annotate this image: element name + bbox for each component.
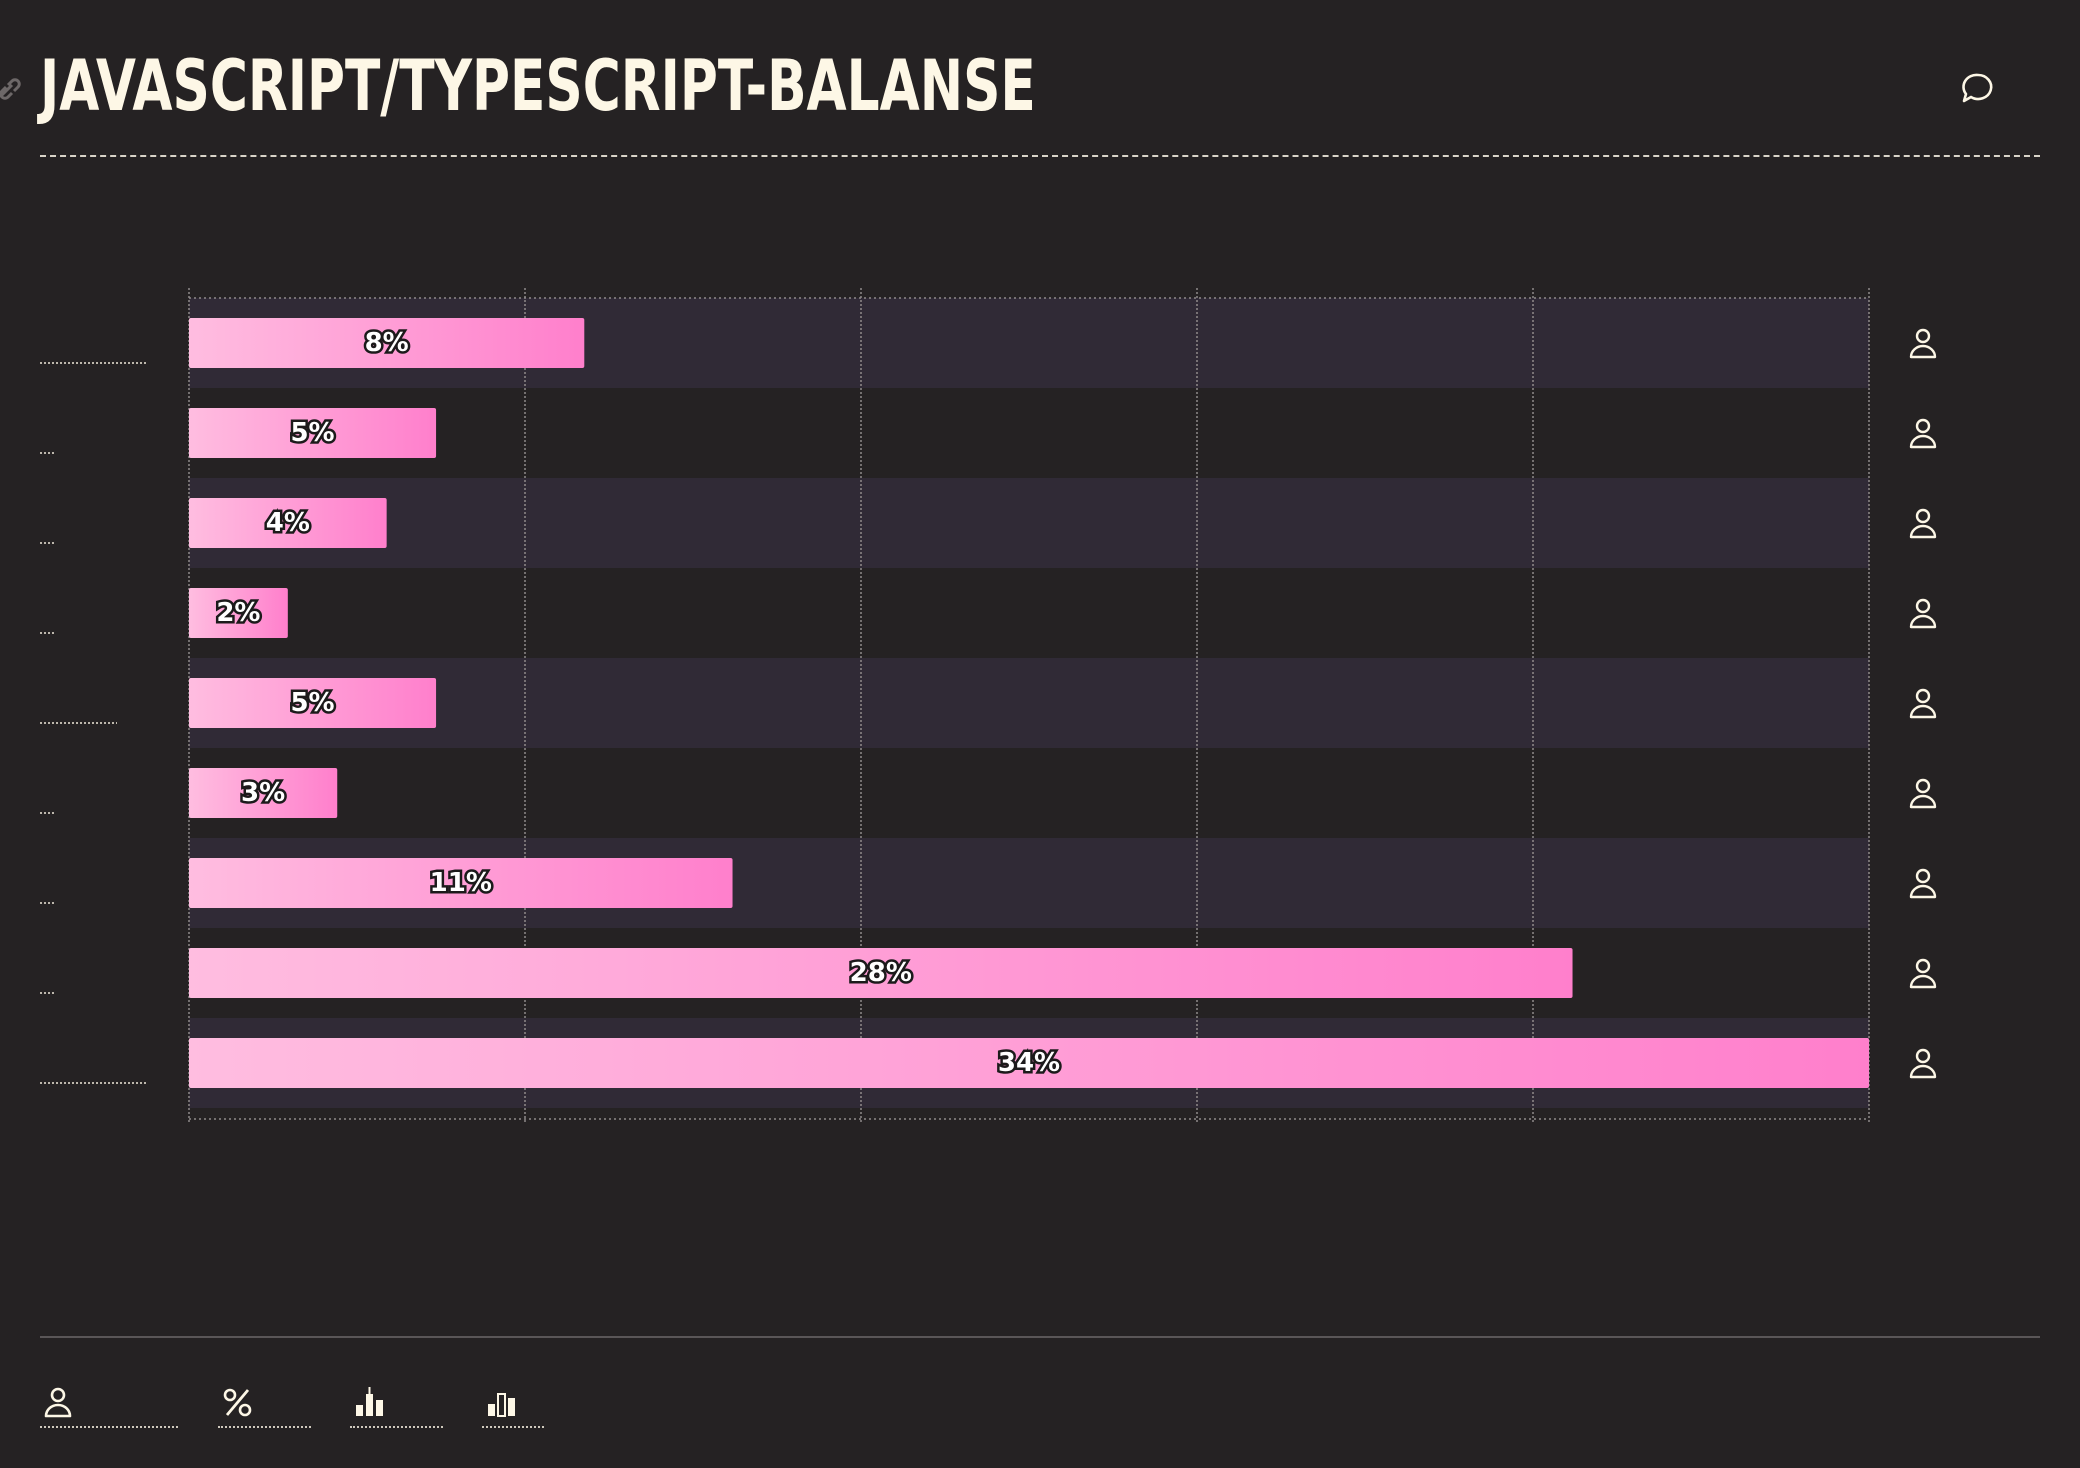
row-band: [189, 478, 1869, 568]
user-icon[interactable]: [1909, 778, 1937, 809]
bar-chart: 8% 5% 4% 2% 5% 3% 11% 28% 34%: [40, 288, 1937, 1122]
percent-icon: [223, 1388, 252, 1417]
bar-value-label: 3%: [241, 778, 285, 808]
bar: [189, 408, 437, 458]
bar-value-label: 8%: [365, 328, 409, 358]
bar: [189, 678, 437, 728]
bar-value-label: 34%: [998, 1048, 1060, 1078]
user-icon[interactable]: [1909, 508, 1937, 539]
bar-value-label: 4%: [266, 508, 310, 538]
row-band: [189, 658, 1869, 748]
user-icon[interactable]: [1909, 868, 1937, 899]
user-icon[interactable]: [1909, 1048, 1937, 1079]
user-icon: [44, 1387, 72, 1418]
user-icon[interactable]: [1909, 328, 1937, 359]
bar: [189, 948, 1573, 998]
bar: [189, 498, 387, 548]
bar: [189, 588, 288, 638]
footer-divider: [40, 1336, 2040, 1338]
page-title: JAVASCRIPT/TYPESCRIPT-BALANSE: [40, 45, 1036, 127]
bar-chart-icon: [356, 1387, 383, 1416]
title-divider: [40, 155, 2040, 157]
toolbar-bar-chart-button[interactable]: [350, 1380, 443, 1428]
bar-chart-alt-icon: [488, 1393, 515, 1417]
comment-button[interactable]: [1961, 72, 1995, 106]
toolbar-bar-chart-alt-button[interactable]: [482, 1380, 544, 1428]
toolbar-percent-button[interactable]: [218, 1380, 311, 1428]
bar: [189, 1038, 1869, 1088]
bar: [189, 768, 338, 818]
user-icon[interactable]: [1909, 598, 1937, 629]
user-icon[interactable]: [1909, 958, 1937, 989]
bar-value-label: 5%: [290, 418, 334, 448]
bar-value-label: 28%: [850, 958, 912, 988]
toolbar-count-button[interactable]: [40, 1380, 178, 1428]
user-icon[interactable]: [1909, 418, 1937, 449]
bar-value-label: 11%: [430, 868, 492, 898]
bar-value-label: 2%: [216, 598, 260, 628]
bar-value-label: 5%: [290, 688, 334, 718]
bar: [189, 858, 733, 908]
comment-icon: [1962, 73, 1993, 103]
link-icon[interactable]: [0, 73, 22, 103]
bar: [189, 318, 585, 368]
user-icon[interactable]: [1909, 688, 1937, 719]
